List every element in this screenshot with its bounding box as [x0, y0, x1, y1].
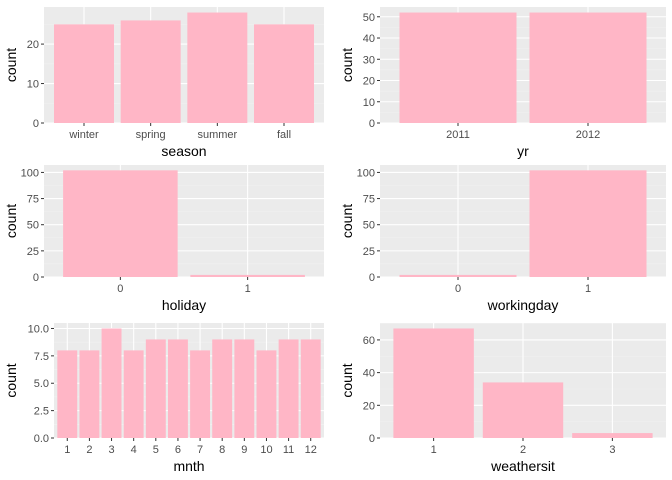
y-tick-label: 2.5 — [34, 406, 49, 418]
bar-spring — [120, 20, 181, 124]
bar-1 — [393, 328, 474, 438]
y-tick-label: 7.5 — [34, 351, 49, 363]
y-tick-label: 0.0 — [34, 433, 49, 445]
chart-panel-6: 0 20 40 60 1 2 3 weathersit count — [339, 323, 666, 474]
bar-2 — [79, 350, 100, 438]
bar-4 — [123, 350, 144, 438]
bar-2011 — [399, 12, 517, 123]
bar-8 — [212, 339, 233, 438]
y-tick-label: 50 — [27, 220, 39, 232]
y-tick-label: 10.0 — [28, 323, 49, 335]
y-tick-label: 0 — [33, 272, 39, 284]
x-tick-label: 1 — [245, 283, 251, 295]
x-tick-label: fall — [277, 129, 291, 141]
bar-5 — [145, 339, 166, 438]
x-tick-label: 1 — [64, 444, 70, 456]
x-tick-label: 12 — [305, 444, 317, 456]
x-tick-label: 4 — [131, 444, 137, 456]
y-tick-label: 60 — [363, 335, 375, 347]
y-tick-label: 0 — [33, 118, 39, 130]
y-axis-title: count — [3, 48, 19, 82]
y-tick-label: 40 — [363, 368, 375, 380]
x-tick-label: 10 — [260, 444, 272, 456]
y-axis-title: count — [339, 363, 355, 397]
x-tick-label: 7 — [197, 444, 203, 456]
y-tick-label: 75 — [363, 194, 375, 206]
x-axis-title: mnth — [173, 458, 204, 474]
bar-12 — [300, 339, 321, 438]
y-axis-title: count — [3, 204, 19, 238]
bar-0 — [399, 274, 517, 277]
chart-panel-3: 0 25 50 75 100 0 1 holiday count — [3, 165, 324, 313]
bar-2012 — [529, 12, 647, 123]
bar-11 — [278, 339, 299, 438]
x-tick-label: 2012 — [576, 129, 600, 141]
bar-fall — [254, 24, 314, 124]
y-tick-label: 20 — [363, 76, 375, 88]
bar-summer — [187, 12, 248, 123]
y-tick-label: 0 — [369, 272, 375, 284]
y-tick-label: 20 — [363, 400, 375, 412]
y-tick-label: 10 — [363, 97, 375, 109]
x-tick-label: winter — [68, 129, 99, 141]
bar-2 — [482, 382, 564, 438]
y-tick-label: 50 — [363, 12, 375, 24]
x-axis-title: season — [161, 143, 206, 159]
bar-6 — [167, 339, 188, 438]
x-tick-label: summer — [197, 129, 237, 141]
x-tick-label: 1 — [431, 444, 437, 456]
x-tick-label: 2011 — [446, 129, 470, 141]
y-tick-label: 30 — [363, 54, 375, 66]
x-axis-title: weathersit — [490, 458, 555, 474]
bar-9 — [234, 339, 255, 438]
x-tick-label: 6 — [175, 444, 181, 456]
y-tick-label: 50 — [363, 220, 375, 232]
x-tick-label: spring — [136, 129, 166, 141]
x-tick-label: 9 — [241, 444, 247, 456]
y-tick-label: 0 — [369, 118, 375, 130]
x-tick-label: 3 — [609, 444, 615, 456]
x-axis-title: holiday — [162, 297, 206, 313]
x-tick-label: 2 — [520, 444, 526, 456]
bar-winter — [54, 24, 114, 124]
y-tick-label: 40 — [363, 33, 375, 45]
y-tick-label: 25 — [27, 246, 39, 258]
x-tick-label: 0 — [117, 283, 123, 295]
y-tick-label: 100 — [21, 167, 39, 179]
y-axis-title: count — [3, 363, 19, 397]
x-axis-title: yr — [517, 143, 529, 159]
y-tick-label: 75 — [27, 194, 39, 206]
chart-panel-2: 0 10 20 30 40 50 2011 2012 yr count — [339, 7, 666, 159]
chart-panel-1: 0 10 20 winter spring summer fall season count — [3, 7, 324, 159]
bar-0 — [63, 170, 178, 277]
x-tick-label: 3 — [108, 444, 114, 456]
y-tick-label: 25 — [363, 246, 375, 258]
x-tick-label: 8 — [219, 444, 225, 456]
x-tick-label: 0 — [455, 283, 461, 295]
y-axis-title: count — [339, 204, 355, 238]
y-axis-title: count — [339, 48, 355, 82]
bar-1 — [529, 170, 647, 277]
y-tick-label: 20 — [27, 39, 39, 51]
x-tick-label: 11 — [283, 444, 294, 456]
bar-10 — [256, 350, 277, 438]
x-tick-label: 2 — [86, 444, 92, 456]
bar-1 — [57, 350, 78, 438]
chart-panel-4: 0 25 50 75 100 0 1 workingday count — [339, 165, 666, 313]
x-tick-label: 5 — [153, 444, 159, 456]
x-tick-label: 1 — [585, 283, 591, 295]
y-tick-label: 10 — [27, 79, 39, 91]
x-axis-title: workingday — [487, 297, 559, 313]
bar-1 — [190, 274, 305, 277]
bar-7 — [190, 350, 211, 438]
y-tick-label: 0 — [369, 433, 375, 445]
bar-3 — [101, 328, 122, 438]
y-tick-label: 100 — [357, 167, 375, 179]
bar-3 — [572, 433, 653, 438]
y-tick-label: 5.0 — [34, 378, 49, 390]
